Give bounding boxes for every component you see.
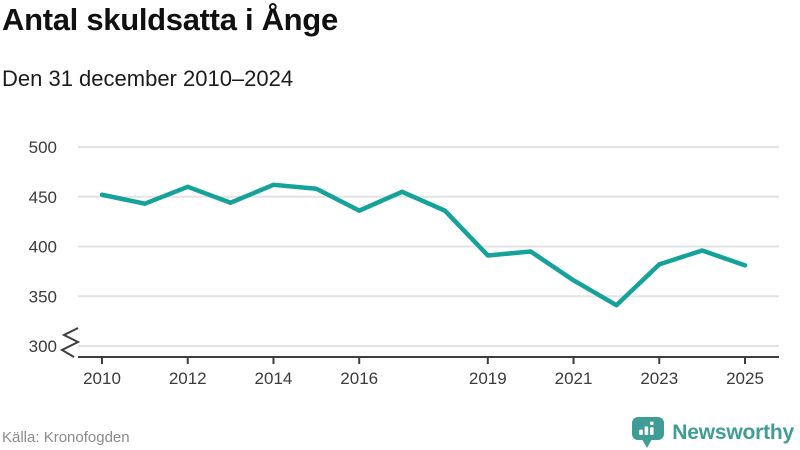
chart-title: Antal skuldsatta i Ånge (2, 2, 338, 37)
source-label: Källa: Kronofogden (2, 429, 130, 446)
svg-text:2019: 2019 (469, 369, 507, 388)
svg-text:400: 400 (29, 238, 57, 257)
svg-text:2010: 2010 (83, 369, 121, 388)
newsworthy-wordmark: Newsworthy (672, 420, 794, 444)
newsworthy-pin-barchart-icon (632, 417, 665, 448)
svg-text:2016: 2016 (340, 369, 378, 388)
svg-text:350: 350 (29, 287, 57, 306)
svg-text:2014: 2014 (255, 369, 293, 388)
svg-text:500: 500 (29, 138, 57, 157)
svg-text:450: 450 (29, 188, 57, 207)
svg-text:2012: 2012 (169, 369, 207, 388)
newsworthy-logo[interactable]: Newsworthy (632, 417, 794, 448)
svg-text:300: 300 (29, 337, 57, 356)
svg-text:2021: 2021 (555, 369, 593, 388)
chart-subtitle: Den 31 december 2010–2024 (2, 66, 294, 91)
svg-text:2023: 2023 (640, 369, 678, 388)
svg-text:2025: 2025 (726, 369, 764, 388)
